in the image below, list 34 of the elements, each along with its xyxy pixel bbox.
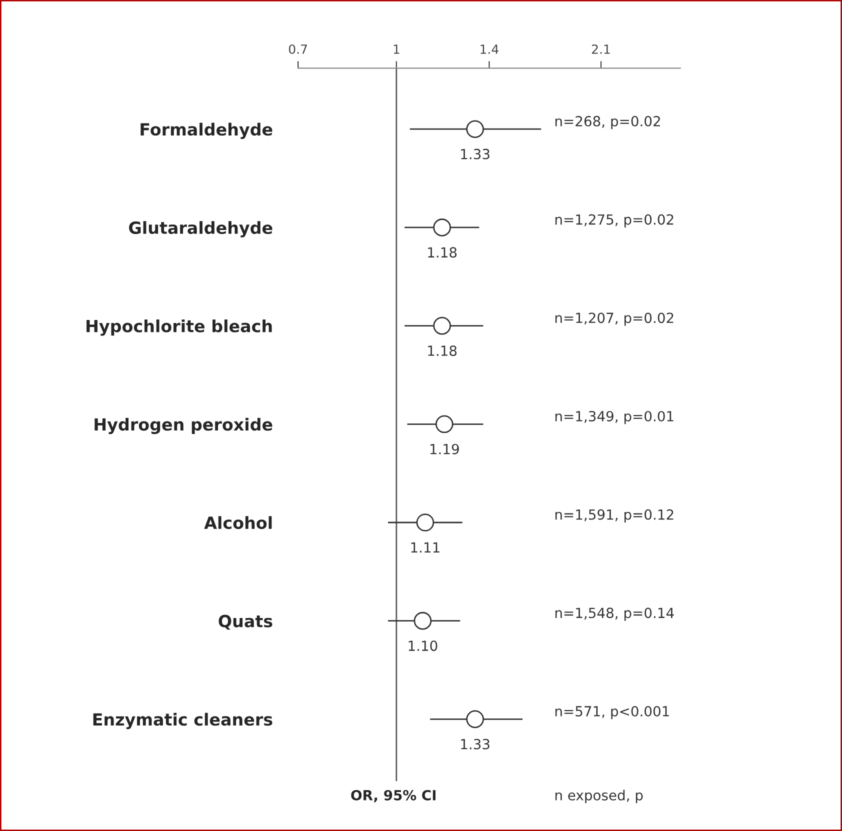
y-tick-label: Formaldehyde — [140, 122, 272, 140]
data-label: 1.11 — [411, 542, 440, 552]
point — [433, 218, 451, 236]
y-tick-label: Hypochlorite bleach — [86, 319, 272, 336]
annotation: n=1,349, p=0.01 — [555, 410, 674, 424]
x-axis-title: OR, 95% CI — [351, 790, 436, 802]
annotation: n=1,207, p=0.02 — [555, 312, 674, 326]
point — [435, 415, 454, 434]
data-label: 1.33 — [461, 148, 490, 160]
annotation: n=1,591, p=0.12 — [555, 509, 674, 522]
annotation: n=1,548, p=0.14 — [555, 608, 674, 621]
x-tick-label: 1.4 — [480, 44, 498, 54]
x-tick-label: 0.7 — [288, 44, 307, 54]
point — [466, 120, 484, 138]
y-tick-label: Quats — [218, 614, 272, 630]
annotation: n=571, p<0.001 — [555, 706, 669, 720]
data-label: 1.19 — [430, 444, 459, 454]
annotation: n=268, p=0.02 — [555, 116, 660, 130]
text: n exposed, p — [555, 790, 643, 804]
x-tick-label: 1 — [394, 44, 400, 54]
point — [414, 612, 432, 630]
data-label: 1.18 — [428, 345, 457, 356]
point — [433, 316, 451, 335]
y-tick-label: Glutaraldehyde — [129, 221, 272, 238]
data-label: 1.18 — [428, 247, 457, 258]
data-label: 1.33 — [461, 738, 490, 750]
point — [416, 514, 434, 532]
point — [466, 710, 484, 728]
y-tick-label: Alcohol — [204, 516, 272, 530]
annotation: n=1,275, p=0.02 — [555, 214, 674, 228]
x-tick-label: 2.1 — [592, 44, 610, 54]
y-tick-label: Enzymatic cleaners — [93, 712, 272, 730]
data-label: 1.10 — [408, 640, 438, 652]
y-tick-label: Hydrogen peroxide — [94, 418, 272, 434]
